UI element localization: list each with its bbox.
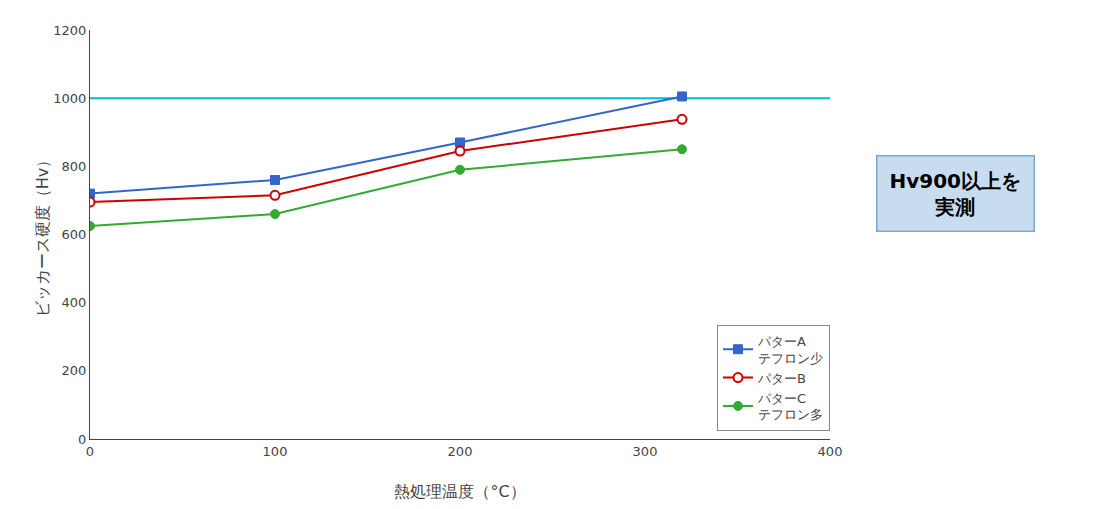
svg-text:ビッカース硬度（Hv）: ビッカース硬度（Hv） [33, 152, 52, 318]
svg-text:パターAテフロン少: パターAテフロン少 [757, 334, 823, 366]
svg-text:Hv900以上を実測: Hv900以上を実測 [890, 169, 1022, 219]
svg-text:600: 600 [62, 227, 87, 242]
svg-text:200: 200 [448, 444, 473, 459]
svg-text:熱処理温度（°C）: 熱処理温度（°C） [394, 482, 525, 501]
svg-text:400: 400 [818, 444, 843, 459]
svg-text:400: 400 [62, 295, 87, 310]
svg-text:パターB: パターB [757, 371, 806, 386]
svg-text:0: 0 [86, 444, 94, 459]
svg-text:800: 800 [62, 159, 87, 174]
svg-text:200: 200 [62, 363, 87, 378]
svg-text:1200: 1200 [53, 23, 86, 38]
svg-text:0: 0 [78, 432, 86, 447]
svg-text:パターCテフロン多: パターCテフロン多 [757, 391, 823, 423]
svg-text:1000: 1000 [53, 91, 86, 106]
svg-text:300: 300 [633, 444, 658, 459]
svg-text:100: 100 [263, 444, 288, 459]
